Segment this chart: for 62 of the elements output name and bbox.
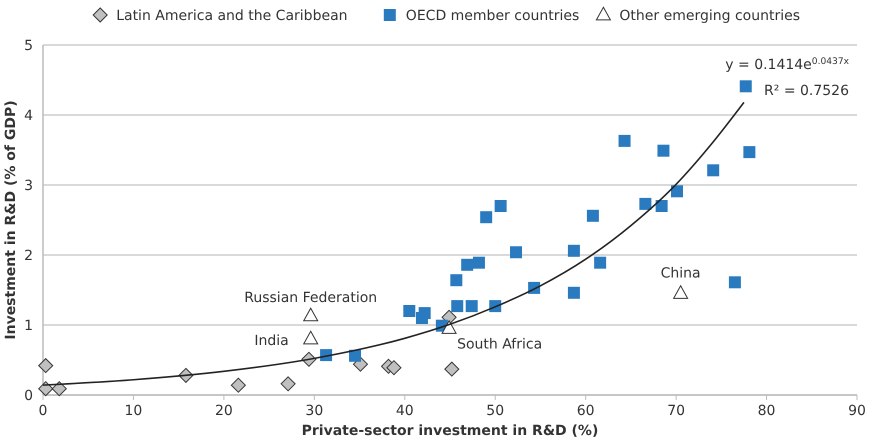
x-tick-label: 40 — [396, 403, 414, 419]
point — [303, 308, 318, 322]
legend-label: OECD member countries — [406, 8, 580, 24]
x-axis-title: Private-sector investment in R&D (%) — [302, 423, 598, 439]
point — [586, 210, 599, 222]
x-tick-label: 80 — [758, 403, 776, 419]
point — [466, 300, 478, 312]
point — [568, 286, 580, 299]
x-tick-label: 10 — [124, 403, 142, 419]
point — [494, 200, 507, 212]
point — [403, 305, 416, 317]
point — [639, 198, 652, 210]
point — [707, 164, 720, 176]
point — [38, 358, 54, 374]
x-tick-label: 60 — [576, 403, 595, 419]
point — [472, 256, 485, 269]
point — [510, 246, 522, 258]
y-tick-label: 2 — [24, 248, 33, 264]
annotation: India — [254, 333, 289, 349]
point — [230, 378, 246, 393]
annotation: y = 0.1414e$^{0.0437x}$ — [725, 57, 850, 73]
point — [656, 200, 668, 212]
annotation: Russian Federation — [244, 290, 378, 306]
point — [673, 285, 688, 299]
annotation: China — [660, 266, 701, 282]
y-axis-title: Investment in R&D (% of GDP) — [3, 100, 19, 340]
x-tick-label: 90 — [848, 403, 866, 419]
y-tick-label: 0 — [24, 388, 33, 404]
point — [461, 258, 474, 271]
point — [280, 376, 296, 392]
point — [480, 211, 492, 224]
x-tick-label: 0 — [38, 403, 48, 419]
point — [303, 330, 318, 344]
legend-label: Other emerging countries — [619, 8, 800, 24]
point — [657, 144, 670, 157]
point — [418, 307, 431, 320]
point — [671, 185, 684, 198]
x-tick-label: 20 — [214, 403, 233, 419]
point — [450, 274, 462, 286]
y-tick-label: 5 — [24, 38, 33, 54]
point — [451, 300, 464, 312]
x-tick-label: 50 — [486, 403, 504, 419]
point — [52, 381, 67, 396]
point — [618, 134, 631, 147]
point — [568, 244, 580, 257]
y-tick-label: 3 — [24, 178, 33, 194]
point — [728, 276, 741, 288]
point — [743, 146, 756, 158]
x-tick-label: 30 — [305, 403, 324, 419]
point — [444, 362, 460, 377]
annotation: R² = 0.7526 — [764, 83, 850, 99]
point — [594, 256, 606, 269]
annotation: South Africa — [457, 336, 542, 352]
y-tick-label: 1 — [24, 318, 33, 334]
point — [38, 381, 54, 396]
point — [386, 360, 402, 376]
legend-label: Latin America and the Caribbean — [116, 8, 348, 24]
y-tick-label: 4 — [24, 108, 34, 124]
point — [740, 80, 752, 92]
x-tick-label: 70 — [667, 403, 686, 419]
point — [349, 350, 362, 362]
point — [442, 320, 457, 334]
